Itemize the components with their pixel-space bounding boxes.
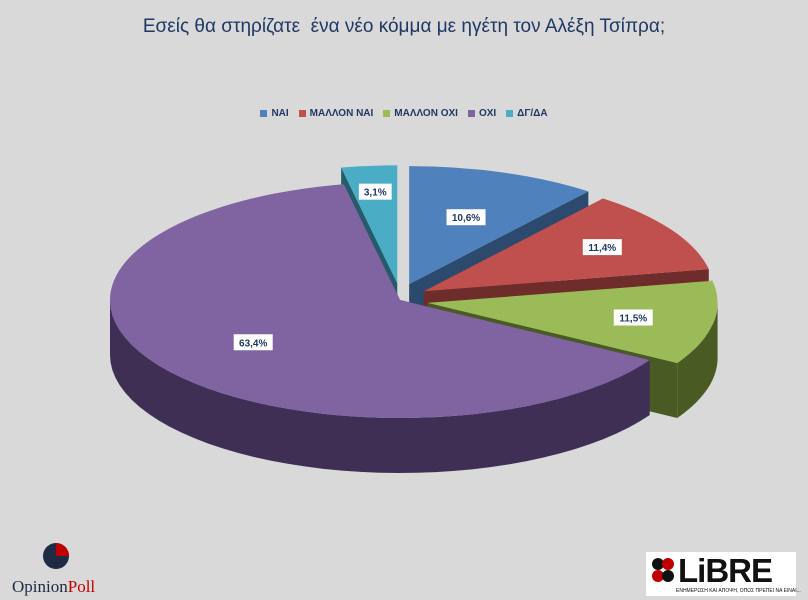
opinionpoll-wordmark: OpinionPoll <box>12 577 112 597</box>
legend-swatch-nai <box>260 110 268 117</box>
pie-top-nai <box>409 166 589 285</box>
data-label-nai: 10,6% <box>446 209 486 226</box>
legend-swatch-oxi <box>467 110 475 117</box>
data-label-text-mallon-nai: 11,4% <box>588 243 616 254</box>
libre-wordmark: LiBRE <box>678 552 773 589</box>
legend-label-dg-da: ΔΓ/ΔΑ <box>517 108 548 119</box>
opinionpoll-logo: OpinionPoll <box>12 542 112 597</box>
data-label-bg-dg-da <box>358 183 392 200</box>
data-label-oxi: 63,4% <box>233 334 273 351</box>
pie-slice-oxi <box>109 184 650 473</box>
data-label-bg-mallon-oxi <box>613 309 653 326</box>
libre-tagline: ΕΝΗΜΕΡΩΣΗ ΚΑΙ ΑΠΟΨΗ, ΟΠΩΣ ΠΡΕΠΕΙ ΝΑ ΕΙΝΑ… <box>676 588 801 594</box>
opinionpoll-word-a: Opinion <box>12 577 68 596</box>
libre-mark-icon <box>652 558 674 582</box>
opinionpoll-mark-icon <box>43 543 69 569</box>
legend-item-oxi: ΟΧΙ <box>467 108 497 119</box>
libre-logo: LiBRE ΕΝΗΜΕΡΩΣΗ ΚΑΙ ΑΠΟΨΗ, ΟΠΩΣ ΠΡΕΠΕΙ Ν… <box>646 552 801 596</box>
pie-top-oxi <box>109 184 650 419</box>
data-label-dg-da: 3,1% <box>358 183 392 200</box>
pie-side-oxi <box>110 300 650 473</box>
legend-item-mallon-nai: ΜΑΛΛΟΝ ΝΑΙ <box>298 108 374 119</box>
legend-label-oxi: ΟΧΙ <box>478 108 497 119</box>
chart-legend: ΝΑΙ ΜΑΛΛΟΝ ΝΑΙ ΜΑΛΛΟΝ ΟΧΙ ΟΧΙ ΔΓ/ΔΑ <box>0 108 808 119</box>
legend-item-dg-da: ΔΓ/ΔΑ <box>506 108 548 119</box>
data-label-text-mallon-oxi: 11,5% <box>619 313 647 324</box>
chart-title: Εσείς θα στηρίζατε ένα νέο κόμμα με ηγέτ… <box>142 16 666 37</box>
data-label-text-oxi: 63,4% <box>239 338 267 349</box>
legend-swatch-dg-da <box>506 110 514 117</box>
opinionpoll-word-b: Poll <box>67 577 96 596</box>
legend-swatch-mallon-nai <box>298 110 306 117</box>
data-label-bg-nai <box>446 209 486 226</box>
legend-label-mallon-oxi: ΜΑΛΛΟΝ ΟΧΙ <box>394 108 458 119</box>
data-label-bg-mallon-nai <box>582 239 622 256</box>
pie-top-mallon-nai <box>423 198 709 292</box>
legend-label-nai: ΝΑΙ <box>271 108 289 119</box>
data-label-text-dg-da: 3,1% <box>364 188 387 199</box>
pie-side-mallon-oxi <box>677 302 718 418</box>
legend-item-nai: ΝΑΙ <box>260 108 289 119</box>
data-label-bg-oxi <box>233 334 273 351</box>
data-label-text-nai: 10,6% <box>452 213 480 224</box>
data-label-mallon-nai: 11,4% <box>582 239 622 256</box>
legend-swatch-mallon-oxi <box>383 110 391 117</box>
legend-label-mallon-nai: ΜΑΛΛΟΝ ΝΑΙ <box>309 108 374 119</box>
data-label-mallon-oxi: 11,5% <box>613 309 653 326</box>
pie-top-mallon-oxi <box>427 280 718 363</box>
legend-item-mallon-oxi: ΜΑΛΛΟΝ ΟΧΙ <box>383 108 458 119</box>
